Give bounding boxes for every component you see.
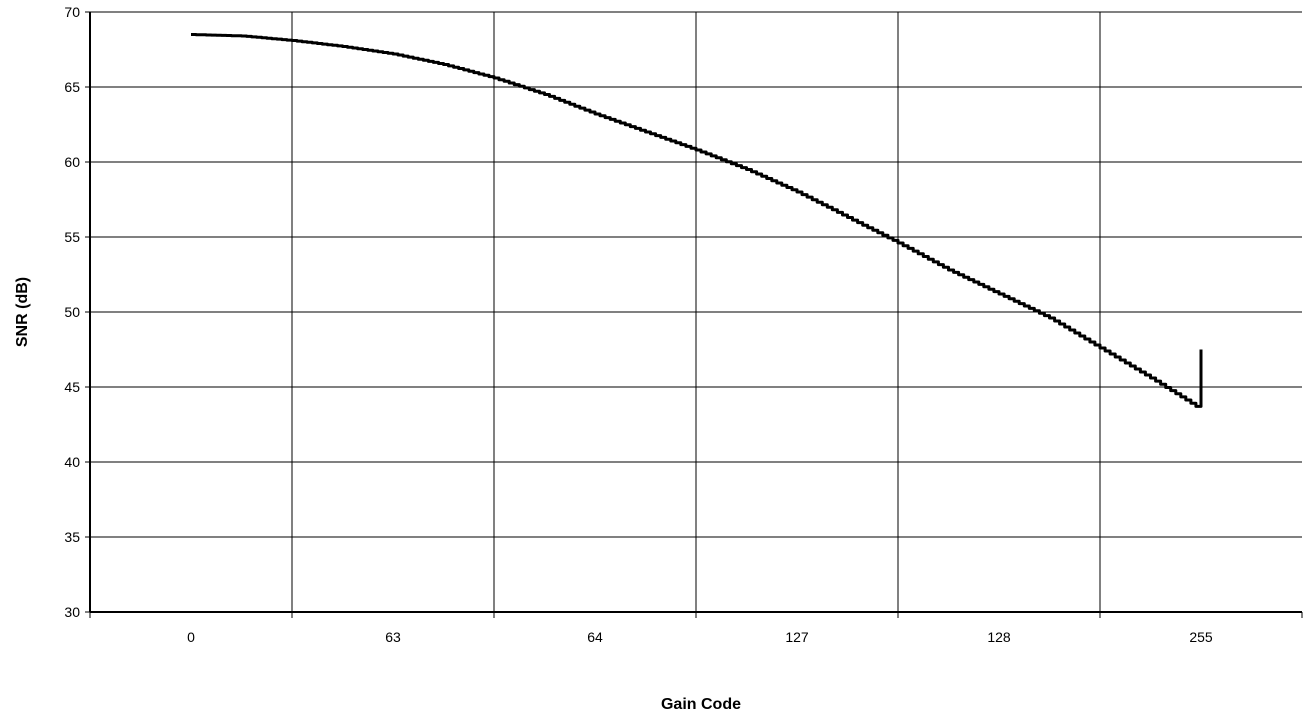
x-axis-ticks: 0 63 64 127 128 255 xyxy=(89,612,1303,645)
y-tick-label: 40 xyxy=(64,454,80,470)
y-tick-label: 65 xyxy=(64,79,80,95)
x-tick-label: 128 xyxy=(987,629,1011,645)
y-axis-title: SNR (dB) xyxy=(14,277,31,347)
x-tick-label: 64 xyxy=(587,629,603,645)
snr-series-line xyxy=(191,33,1203,408)
x-tick-label: 255 xyxy=(1189,629,1213,645)
x-tick-label: 127 xyxy=(785,629,809,645)
x-tick-label: 0 xyxy=(187,629,195,645)
x-axis-title: Gain Code xyxy=(661,696,741,713)
y-tick-label: 55 xyxy=(64,229,80,245)
y-tick-label: 60 xyxy=(64,154,80,170)
y-tick-label: 50 xyxy=(64,304,80,320)
y-tick-label: 70 xyxy=(64,4,80,20)
y-tick-label: 30 xyxy=(64,604,80,620)
y-tick-label: 45 xyxy=(64,379,80,395)
vertical-gridlines xyxy=(291,12,1101,612)
y-axis-ticks: 30 35 40 45 50 55 60 65 70 xyxy=(64,4,90,620)
y-tick-label: 35 xyxy=(64,529,80,545)
x-tick-label: 63 xyxy=(385,629,401,645)
